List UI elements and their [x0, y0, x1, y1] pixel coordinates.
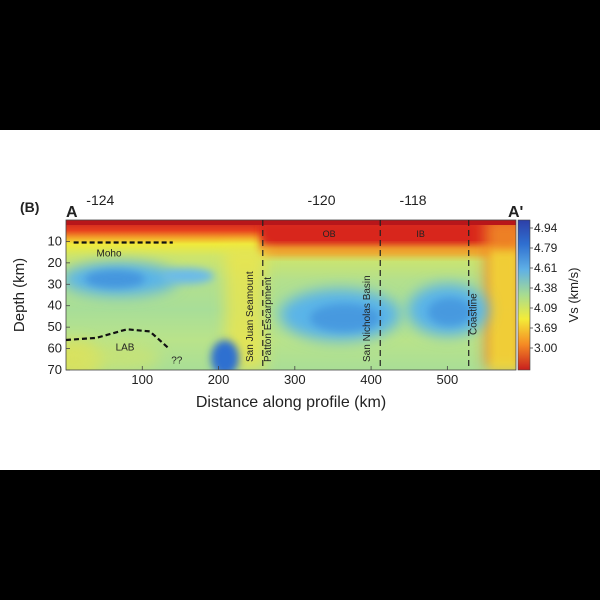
fast-anomaly-ib-core: [428, 298, 472, 326]
boundary-lines: [262, 220, 470, 370]
fast-anomaly-central: [162, 268, 214, 284]
region-label: IB: [416, 229, 425, 239]
boundary-label: Coastline: [469, 293, 480, 335]
surface-layer: [66, 220, 516, 225]
colorbar: [517, 219, 531, 371]
y-tick-label: 50: [48, 319, 62, 334]
y-tick-label: 60: [48, 341, 62, 356]
fast-anomaly-ob-core: [310, 304, 380, 332]
top-axis-tick-label: -120: [307, 192, 335, 208]
boundary-label: San Juan Seamount: [245, 271, 256, 362]
colorbar-tick-label: 4.38: [534, 281, 558, 295]
fast-anomaly-deep: [211, 340, 239, 370]
y-tick-label: 20: [48, 255, 62, 270]
x-tick-label: 300: [284, 372, 306, 387]
colorbar-tick-label: 4.79: [534, 241, 558, 255]
y-tick-label: 40: [48, 298, 62, 313]
colorbar-tick-label: 4.61: [534, 261, 558, 275]
fast-anomaly-west-core: [85, 270, 145, 288]
y-axis-label: Depth (km): [11, 258, 28, 332]
profile-start-label: A: [66, 204, 78, 221]
boundary-label: San Nicholas Basin: [362, 275, 373, 362]
colorbar-label: Vs (km/s): [566, 268, 581, 323]
y-tick-label: 30: [48, 276, 62, 291]
y-tick-label: 70: [48, 362, 62, 377]
y-tick-label: 10: [48, 233, 62, 248]
top-axis: -124 -120 -118: [86, 192, 426, 208]
x-tick-label: 400: [360, 372, 382, 387]
colorbar-tick-label: 3.69: [534, 321, 558, 335]
lab-uncertain-label: ??: [171, 355, 183, 366]
plot-frame: [65, 219, 517, 371]
velocity-section-chart: San Juan Seamount Patton Escarpment San Ni…: [11, 192, 581, 411]
figure-panel: San Juan Seamount Patton Escarpment San Ni…: [0, 130, 600, 470]
colorbar-tick-label: 4.09: [534, 301, 558, 315]
lab-label: LAB: [116, 342, 135, 353]
moho-label: Moho: [97, 249, 122, 260]
coastline-yellow-zone: [490, 250, 516, 370]
lab-line: [65, 328, 170, 350]
top-axis-tick-label: -118: [400, 192, 427, 208]
colorbar-tick-label: 3.00: [534, 341, 558, 355]
velocity-field: [66, 220, 516, 370]
x-axis: 100 200 300 400 500: [131, 366, 458, 387]
profile-end-label: A': [508, 204, 523, 221]
colorbar-tick-label: 4.94: [534, 221, 558, 235]
top-axis-tick-label: -124: [86, 192, 114, 208]
x-tick-label: 100: [131, 372, 153, 387]
x-tick-label: 200: [208, 372, 230, 387]
boundary-label: Patton Escarpment: [263, 277, 274, 362]
annotation-labels: San Juan Seamount Patton Escarpment San Ni…: [97, 229, 480, 366]
lab-zone: [80, 344, 160, 370]
crust-transition: [260, 246, 516, 256]
panel-label: (B): [20, 199, 39, 215]
colorbar-ticks: 4.94 4.79 4.61 4.38 4.09 3.69 3.00: [530, 221, 558, 355]
region-label: OB: [323, 229, 336, 239]
x-tick-label: 500: [437, 372, 459, 387]
moho-lab-lines: [65, 241, 173, 350]
y-axis: 10 20 30 40 50 60 70: [48, 233, 70, 377]
x-axis-label: Distance along profile (km): [196, 394, 386, 411]
